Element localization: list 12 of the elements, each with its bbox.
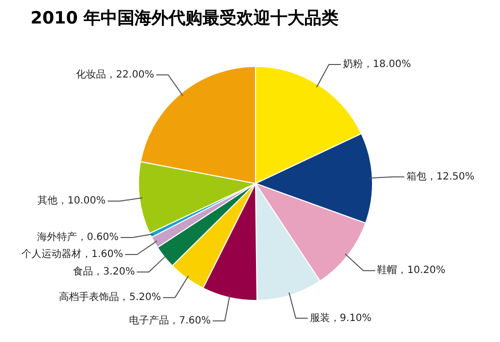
- slice-label: 奶粉，18.00%: [342, 58, 412, 70]
- slice-label: 食品，3.20%: [73, 266, 135, 278]
- slice-label: 其他，10.00%: [37, 194, 106, 207]
- slice-label: 高档手表饰品，5.20%: [59, 291, 161, 304]
- slice-label: 鞋帽，10.20%: [377, 264, 446, 276]
- slice-label: 个人运动器材，1.60%: [21, 248, 124, 260]
- slice-label: 服装，9.10%: [310, 312, 372, 324]
- slice-label: 箱包，12.50%: [406, 170, 474, 182]
- slice-label: 电子产品，7.60%: [129, 314, 211, 326]
- chart-title: 2010 年中国海外代购最受欢迎十大品类: [30, 8, 339, 28]
- slice-label: 化妆品，22.00%: [76, 68, 154, 80]
- slice-label: 海外特产，0.60%: [36, 231, 119, 244]
